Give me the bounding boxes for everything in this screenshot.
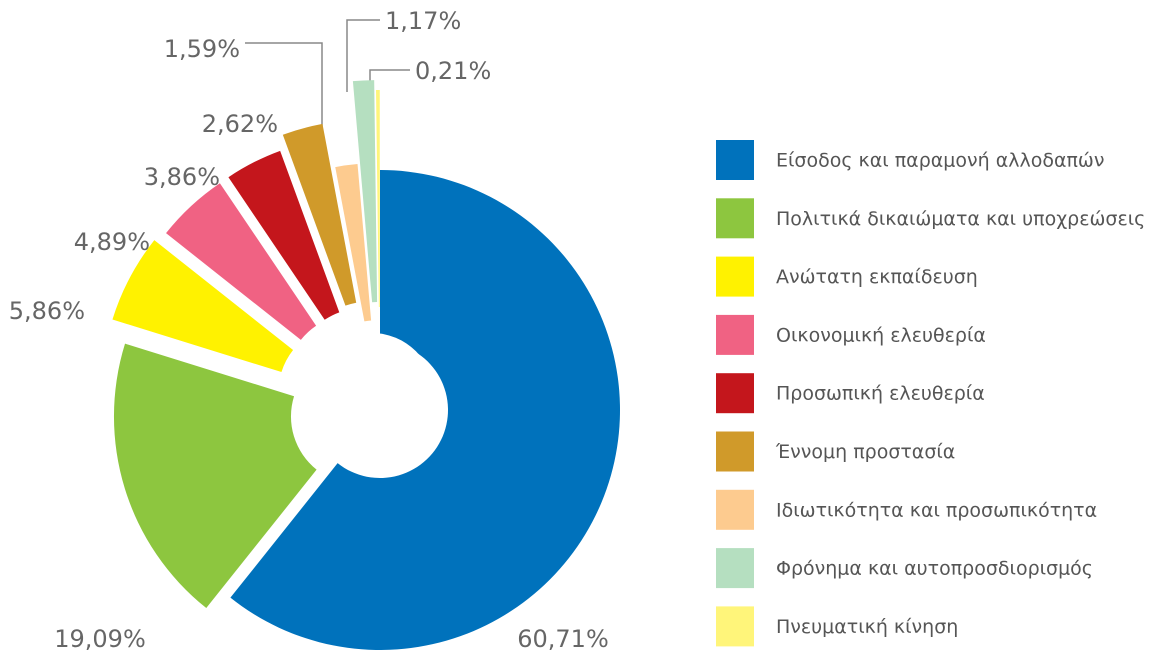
value-label: 5,86% [9, 297, 85, 325]
leader-line [245, 42, 323, 160]
slice [352, 80, 378, 303]
legend-swatch [716, 489, 754, 530]
leader-line [346, 19, 380, 92]
slice [230, 170, 621, 650]
value-label: 4,89% [74, 228, 150, 256]
leader-line [369, 69, 410, 103]
value-label: 0,21% [415, 57, 491, 85]
legend-swatch [716, 256, 754, 297]
slice [112, 240, 294, 373]
value-label: 60,71% [517, 625, 609, 653]
value-label: 3,86% [144, 163, 220, 191]
legend-swatch [716, 606, 754, 647]
legend-label: Είσοδος και παραμονή αλλοδαπών [776, 150, 1104, 172]
legend-label: Ανώτατη εκπαίδευση [776, 266, 978, 288]
legend-swatch [716, 548, 754, 589]
value-label: 1,17% [385, 7, 461, 35]
slice [228, 150, 340, 320]
legend-swatch [716, 431, 754, 472]
legend-label: Ιδιωτικότητα και προσωπικότητα [776, 499, 1097, 521]
value-label: 1,59% [164, 35, 240, 63]
value-label: 2,62% [202, 110, 278, 138]
legend-label: Πολιτικά δικαιώματα και υποχρεώσεις [776, 208, 1145, 230]
legend-swatch [716, 373, 754, 414]
slice [335, 164, 372, 322]
slice [282, 123, 357, 306]
legend-swatch [716, 314, 754, 355]
legend-swatch [716, 198, 754, 239]
legend-label: Πνευματική κίνηση [776, 616, 958, 638]
legend-label: Προσωπική ελευθερία [776, 383, 985, 405]
value-label: 19,09% [54, 625, 146, 653]
slice [376, 90, 380, 308]
slice [166, 183, 317, 340]
donut-hole [310, 333, 434, 457]
legend-label: Φρόνημα και αυτοπροσδιορισμός [776, 558, 1093, 580]
slice [113, 343, 317, 609]
legend-swatch [716, 140, 754, 180]
legend-label: Έννομη προστασία [775, 441, 955, 463]
legend-label: Οικονομική ελευθερία [776, 324, 986, 346]
